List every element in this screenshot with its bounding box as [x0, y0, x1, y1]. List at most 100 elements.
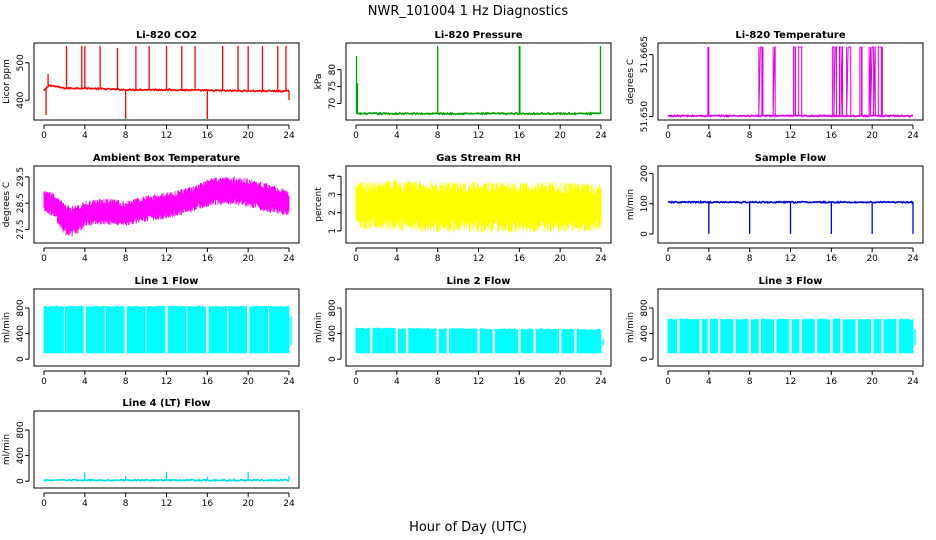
x-tick-label: 4 — [82, 131, 88, 141]
x-tick-label: 16 — [202, 499, 214, 509]
panel-title: Line 2 Flow — [447, 276, 511, 287]
y-axis-label: degrees C — [2, 182, 12, 227]
x-tick-label: 24 — [283, 377, 295, 387]
x-tick-label: 20 — [866, 377, 878, 387]
y-tick-label: 400 — [16, 447, 26, 464]
x-tick-label: 0 — [41, 377, 47, 387]
x-tick-label: 8 — [123, 254, 129, 264]
y-tick-label: 400 — [16, 91, 26, 108]
series-gap — [492, 327, 496, 354]
series-gap — [518, 327, 521, 354]
y-tick-label: 51.6665 — [640, 36, 650, 73]
y-tick-label: 29.5 — [16, 167, 26, 187]
plot-frame — [345, 165, 612, 244]
y-tick-label: 800 — [16, 299, 26, 316]
panel-title: Line 3 Flow — [759, 276, 823, 287]
y-axis-label: ml/min — [2, 312, 12, 343]
series-gap — [789, 317, 792, 354]
x-tick-label: 0 — [353, 131, 359, 141]
y-tick-label: 0 — [16, 356, 26, 362]
series-gap — [395, 326, 399, 354]
x-tick-label: 4 — [394, 131, 400, 141]
series-gap — [83, 304, 87, 354]
x-tick-label: 0 — [353, 254, 359, 264]
panel-5: Sample Flow 0 4 8 12 16 20 24 0 100 200 ml/min — [626, 153, 924, 264]
y-tick-label: 400 — [640, 325, 650, 342]
series-gap — [370, 326, 373, 354]
x-tick-label: 20 — [242, 377, 254, 387]
panel-title: Line 1 Flow — [135, 276, 199, 287]
figure-title: NWR_101004 1 Hz Diagnostics — [368, 4, 569, 19]
x-tick-label: 0 — [353, 377, 359, 387]
x-tick-label: 12 — [785, 377, 796, 387]
plot-frame — [657, 165, 924, 244]
x-tick-label: 0 — [41, 254, 47, 264]
x-tick-label: 8 — [747, 131, 753, 141]
panel-title: Gas Stream RH — [436, 153, 521, 164]
y-tick-label: 800 — [16, 421, 26, 438]
y-tick-label: 1 — [328, 228, 338, 234]
x-tick-label: 16 — [202, 254, 214, 264]
y-tick-label: 0 — [640, 231, 650, 237]
y-tick-label: 70 — [328, 97, 338, 109]
x-tick-label: 4 — [706, 131, 712, 141]
series-gap — [896, 317, 899, 354]
y-tick-label: 2 — [328, 210, 338, 216]
x-tick-label: 8 — [435, 254, 441, 264]
x-tick-label: 16 — [514, 131, 526, 141]
y-tick-label: 27.5 — [16, 219, 26, 239]
x-tick-label: 20 — [554, 254, 566, 264]
x-tick-label: 24 — [283, 254, 295, 264]
y-tick-label: 4 — [328, 173, 338, 179]
y-axis-label: Licor ppm — [2, 59, 12, 104]
x-tick-label: 4 — [82, 377, 88, 387]
panel-3: Ambient Box Temperature 0 4 8 12 16 20 24 27.5 28… — [2, 153, 300, 264]
y-tick-label: 0 — [640, 356, 650, 362]
x-tick-label: 16 — [202, 377, 214, 387]
series-gap — [881, 317, 884, 354]
series-pulse — [668, 46, 913, 117]
series-gap — [707, 317, 711, 354]
y-tick-label: 28.5 — [16, 193, 26, 213]
x-tick-label: 0 — [41, 131, 47, 141]
x-tick-label: 24 — [907, 254, 919, 264]
x-tick-label: 12 — [785, 254, 796, 264]
x-tick-label: 16 — [826, 254, 838, 264]
x-tick-label: 24 — [283, 131, 295, 141]
series-gap — [773, 317, 777, 354]
x-tick-label: 20 — [242, 131, 254, 141]
series-gap — [206, 304, 209, 354]
plot-frame — [345, 42, 612, 121]
panel-title: Sample Flow — [755, 153, 827, 164]
series-gap — [699, 317, 702, 354]
y-tick-label: 800 — [640, 299, 650, 316]
x-tick-label: 12 — [785, 131, 796, 141]
series-gap — [446, 326, 450, 354]
panel-2: Li-820 Temperature 0 4 8 12 16 20 24 51.650 51.66… — [626, 30, 924, 141]
series-gap — [405, 326, 409, 354]
x-axis-title: Hour of Day (UTC) — [409, 520, 527, 535]
x-tick-label: 24 — [283, 499, 295, 509]
x-tick-label: 8 — [123, 131, 129, 141]
y-tick-label: 200 — [640, 165, 650, 182]
y-axis-label: degrees C — [626, 59, 636, 104]
series-gap — [677, 317, 680, 354]
series-gap — [758, 317, 762, 354]
series-gap — [436, 326, 439, 354]
panel-0: Li-820 CO2 0 4 8 12 16 20 24 400 500 Licor ppm — [2, 30, 300, 141]
y-tick-label: 0 — [16, 478, 26, 484]
series-gap — [799, 317, 802, 354]
x-tick-label: 12 — [473, 254, 484, 264]
plot-frame — [33, 410, 300, 489]
x-tick-label: 4 — [706, 377, 712, 387]
series-gap — [748, 317, 751, 354]
y-tick-label: 75 — [328, 81, 338, 92]
x-tick-label: 24 — [595, 377, 607, 387]
x-tick-label: 4 — [82, 254, 88, 264]
y-axis-label: percent — [314, 187, 324, 222]
plot-frame — [657, 288, 924, 367]
x-tick-label: 4 — [706, 254, 712, 264]
